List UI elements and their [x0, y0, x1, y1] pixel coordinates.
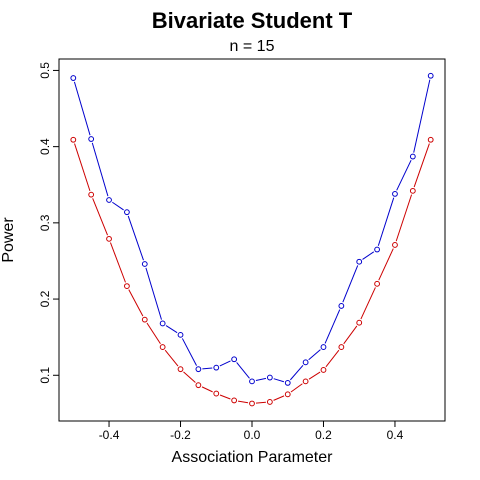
x-axis-label: Association Parameter [172, 449, 334, 466]
chart-subtitle: n = 15 [230, 38, 275, 55]
x-tick-label: 0.2 [315, 428, 332, 442]
y-tick-label: 0.2 [38, 290, 52, 307]
x-tick-label: 0.4 [387, 428, 404, 442]
chart-title: Bivariate Student T [152, 8, 353, 33]
y-tick-label: 0.3 [38, 214, 52, 231]
x-tick-label: 0.0 [244, 428, 261, 442]
x-tick-label: -0.2 [170, 428, 191, 442]
y-tick-label: 0.5 [38, 62, 52, 79]
y-tick-label: 0.1 [38, 367, 52, 384]
x-tick-label: -0.4 [99, 428, 120, 442]
y-tick-label: 0.4 [38, 138, 52, 155]
y-axis-label: Power [0, 217, 17, 263]
